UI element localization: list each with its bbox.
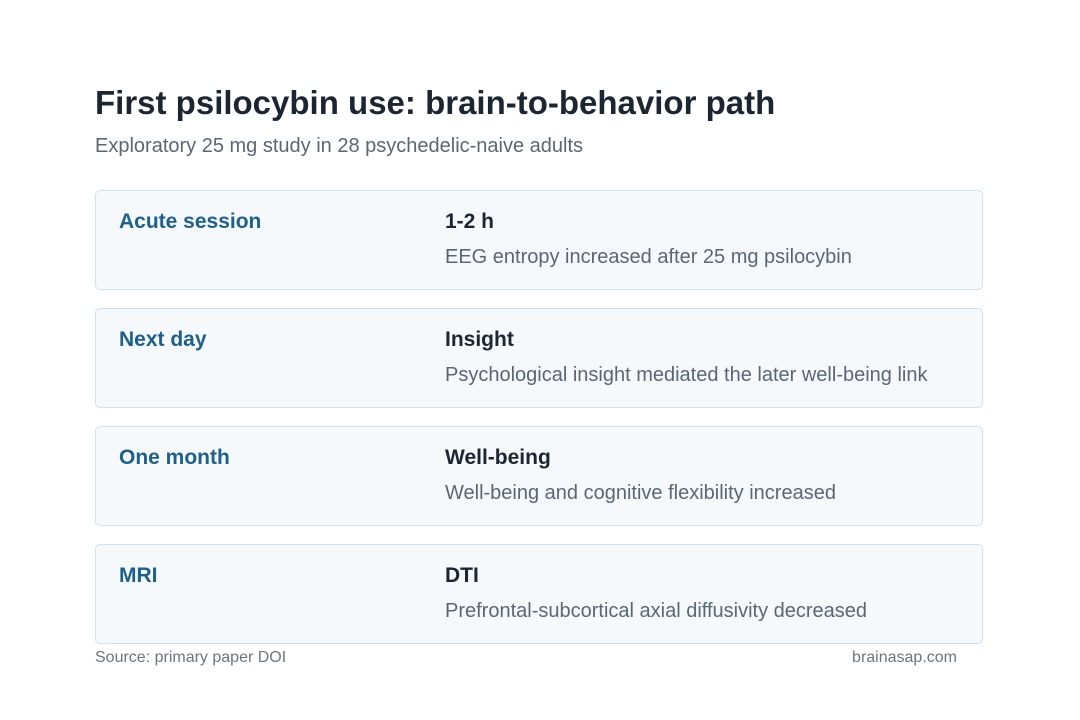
stage-label: Acute session: [119, 210, 262, 233]
timeline-card-next-day: Next day Insight Psychological insight m…: [95, 308, 983, 408]
timeline-card-one-month: One month Well-being Well-being and cogn…: [95, 426, 983, 526]
metric-label: Insight: [445, 328, 514, 351]
timeline-card-acute-session: Acute session 1-2 h EEG entropy increase…: [95, 190, 983, 290]
finding-description: Prefrontal-subcortical axial diffusivity…: [445, 600, 868, 622]
metric-label: Well-being: [445, 446, 551, 469]
stage-label: MRI: [119, 564, 158, 587]
page-title: First psilocybin use: brain-to-behavior …: [95, 84, 776, 121]
source-note: Source: primary paper DOI: [95, 649, 287, 666]
stage-label: One month: [119, 446, 230, 469]
site-credit: brainasap.com: [852, 649, 957, 666]
stage-label: Next day: [119, 328, 207, 351]
metric-label: 1-2 h: [445, 210, 495, 233]
metric-label: DTI: [445, 564, 479, 587]
finding-description: Psychological insight mediated the later…: [445, 364, 928, 386]
page-subtitle: Exploratory 25 mg study in 28 psychedeli…: [95, 135, 584, 157]
finding-description: Well-being and cognitive flexibility inc…: [445, 482, 836, 504]
finding-description: EEG entropy increased after 25 mg psiloc…: [445, 246, 852, 268]
timeline-card-mri: MRI DTI Prefrontal-subcortical axial dif…: [95, 544, 983, 644]
